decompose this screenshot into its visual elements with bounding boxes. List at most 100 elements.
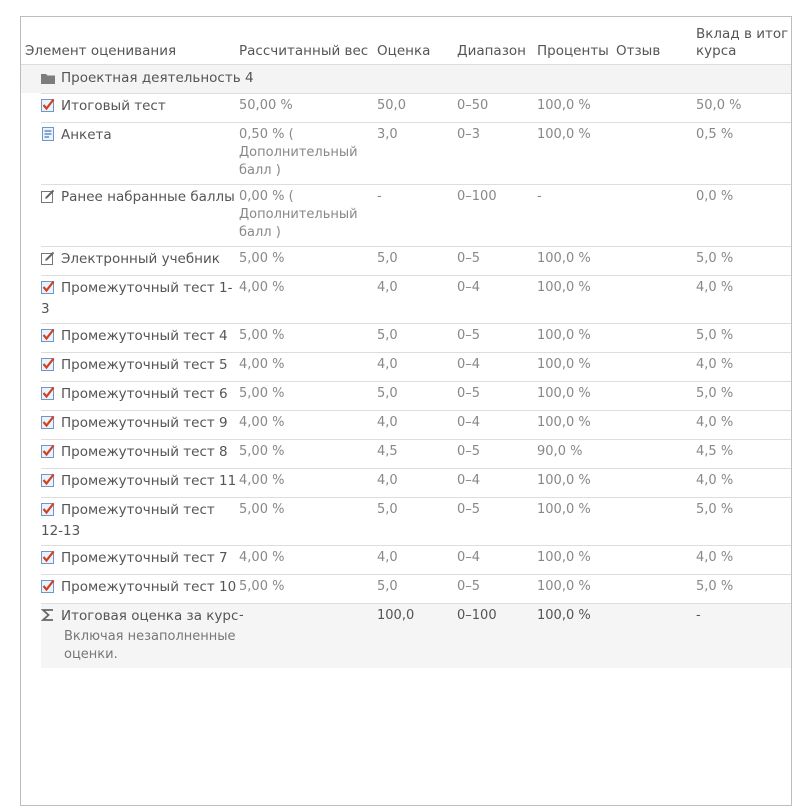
grade-item-cell[interactable]: Промежуточный тест 8 [41, 439, 240, 469]
feedback-cell [616, 545, 697, 575]
grade-item-cell[interactable]: Промежуточный тест 12-13 [41, 497, 240, 546]
grade-item-name[interactable]: Анкета [61, 127, 112, 143]
grade-item-name[interactable]: Промежуточный тест 9 [61, 415, 228, 431]
contribution-cell: 5,0 % [696, 574, 791, 604]
percent-cell: 100,0 % [537, 574, 617, 604]
row-indent [21, 603, 41, 668]
percent-cell: 100,0 % [537, 93, 617, 123]
weight-cell: 50,00 % [239, 93, 378, 123]
contribution-cell: 4,0 % [696, 410, 791, 440]
range-cell: 0–5 [457, 246, 538, 276]
grade-item-cell[interactable]: Промежуточный тест 6 [41, 381, 240, 411]
weight-cell: 5,00 % [239, 381, 378, 411]
col-header-grade: Оценка [377, 43, 431, 59]
table-row: Промежуточный тест 8 5,00 % 4,5 0–5 90,0 % 4,… [21, 439, 791, 469]
row-indent [21, 381, 41, 411]
table-row: Промежуточный тест 4 5,00 % 5,0 0–5 100,0 % 5… [21, 323, 791, 353]
grade-item-cell[interactable]: Промежуточный тест 5 [41, 352, 240, 382]
percent-cell: 100,0 % [537, 545, 617, 575]
manual-item-icon [41, 251, 55, 271]
table-row: Промежуточный тест 9 4,00 % 4,0 0–4 100,0 % 4… [21, 410, 791, 440]
range-cell: 0–5 [457, 574, 538, 604]
grade-item-name[interactable]: Промежуточный тест 10 [61, 579, 237, 595]
category-cell: Проектная деятельность 4 [21, 64, 791, 94]
row-indent [21, 497, 41, 546]
grade-cell: 4,0 [377, 545, 458, 575]
grade-item-name[interactable]: Ранее набранные баллы [61, 189, 235, 205]
range-cell: 0–4 [457, 275, 538, 324]
grade-item-cell[interactable]: Итоговый тест [41, 93, 240, 123]
grade-item-cell[interactable]: Анкета [41, 122, 240, 185]
weight-cell: 4,00 % [239, 275, 378, 324]
row-indent [21, 323, 41, 353]
percent-cell: 100,0 % [537, 468, 617, 498]
row-indent [21, 439, 41, 469]
weight-cell: 4,00 % [239, 352, 378, 382]
grade-item-cell[interactable]: Промежуточный тест 10 [41, 574, 240, 604]
row-indent [21, 122, 41, 185]
table-row: Промежуточный тест 12-13 5,00 % 5,0 0–5 100,… [21, 497, 791, 546]
range-cell: 0–50 [457, 93, 538, 123]
grade-item-name[interactable]: Промежуточный тест 5 [61, 357, 228, 373]
grade-item-name[interactable]: Итоговый тест [61, 98, 166, 114]
grade-item-cell[interactable]: Электронный учебник [41, 246, 240, 276]
grade-item-name[interactable]: Промежуточный тест 1-3 [41, 280, 233, 317]
grade-item-name[interactable]: Электронный учебник [61, 251, 220, 267]
table-row: Промежуточный тест 5 4,00 % 4,0 0–4 100,0 % 4… [21, 352, 791, 382]
weight-cell: 5,00 % [239, 497, 378, 546]
course-total-row: Итоговая оценка за курс Включая незаполне… [21, 603, 791, 668]
grade-item-cell[interactable]: Промежуточный тест 9 [41, 410, 240, 440]
weight-cell: 4,00 % [239, 410, 378, 440]
range-cell: 0–5 [457, 323, 538, 353]
weight-cell: 4,00 % [239, 468, 378, 498]
table-header-row: Элемент оценивания Рассчитанный вес Оцен… [21, 17, 791, 65]
range-cell: 0–3 [457, 122, 538, 185]
quiz-icon [41, 280, 55, 300]
range-cell: 0–5 [457, 381, 538, 411]
contribution-cell: 4,0 % [696, 275, 791, 324]
grade-item-cell[interactable]: Промежуточный тест 7 [41, 545, 240, 575]
row-indent [21, 574, 41, 604]
table-row: Промежуточный тест 1-3 4,00 % 4,0 0–4 100,0 … [21, 275, 791, 324]
feedback-cell [616, 381, 697, 411]
col-header-feedback: Отзыв [616, 43, 661, 59]
grade-item-cell[interactable]: Промежуточный тест 1-3 [41, 275, 240, 324]
total-contribution-cell: - [696, 603, 791, 668]
grade-item-name[interactable]: Промежуточный тест 11 [61, 473, 237, 489]
weight-cell: 0,00 % ( Дополнительный балл ) [239, 184, 378, 247]
percent-cell: 100,0 % [537, 410, 617, 440]
grade-cell: - [377, 184, 458, 247]
table-row: Ранее набранные баллы 0,00 % ( Дополнител… [21, 184, 791, 247]
table-row: Промежуточный тест 10 5,00 % 5,0 0–5 100,0 %… [21, 574, 791, 604]
feedback-cell [616, 574, 697, 604]
grade-item-name[interactable]: Промежуточный тест 4 [61, 328, 228, 344]
quiz-icon [41, 579, 55, 599]
col-header-weight: Рассчитанный вес [239, 43, 369, 59]
range-cell: 0–4 [457, 352, 538, 382]
quiz-icon [41, 357, 55, 377]
grade-item-cell[interactable]: Промежуточный тест 11 [41, 468, 240, 498]
feedback-cell [616, 352, 697, 382]
grade-cell: 4,0 [377, 352, 458, 382]
range-cell: 0–100 [457, 184, 538, 247]
grade-item-name[interactable]: Промежуточный тест 7 [61, 550, 228, 566]
feedback-icon [41, 127, 55, 147]
row-indent [21, 468, 41, 498]
grade-cell: 5,0 [377, 381, 458, 411]
percent-cell: 100,0 % [537, 352, 617, 382]
row-indent [21, 184, 41, 247]
grade-item-name[interactable]: Промежуточный тест 8 [61, 444, 228, 460]
feedback-cell [616, 246, 697, 276]
grade-item-cell[interactable]: Ранее набранные баллы [41, 184, 240, 247]
grade-item-cell[interactable]: Промежуточный тест 4 [41, 323, 240, 353]
grade-cell: 5,0 [377, 574, 458, 604]
grade-item-name[interactable]: Промежуточный тест 6 [61, 386, 228, 402]
quiz-icon [41, 444, 55, 464]
table-row: Итоговый тест 50,00 % 50,0 0–50 100,0 % 50,0 … [21, 93, 791, 123]
course-total-cell: Итоговая оценка за курс Включая незаполне… [40, 603, 240, 668]
grade-item-name[interactable]: Промежуточный тест 12-13 [41, 502, 215, 539]
total-grade-cell: 100,0 [377, 603, 458, 668]
sigma-icon [40, 608, 55, 628]
range-cell: 0–4 [457, 545, 538, 575]
row-indent [21, 93, 41, 123]
